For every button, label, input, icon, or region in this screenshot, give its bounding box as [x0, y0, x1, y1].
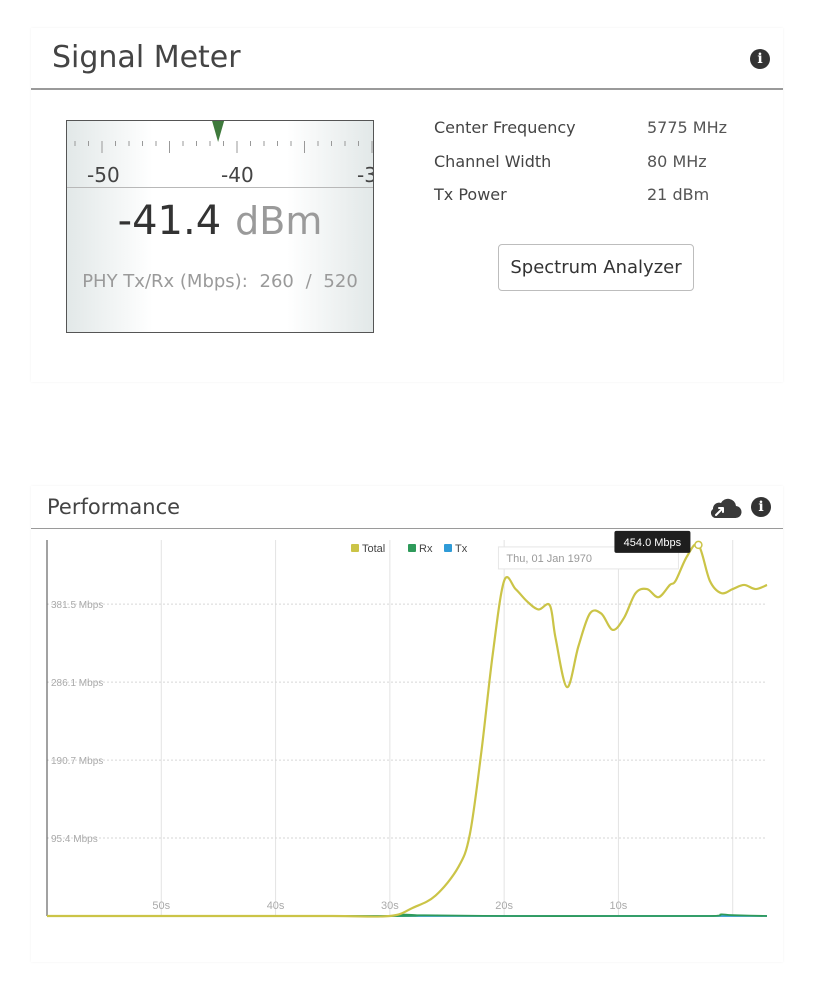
- x-tick-label: 40s: [267, 900, 285, 912]
- channel-width-value: 80 MHz: [647, 152, 707, 171]
- phy-separator: /: [305, 271, 312, 292]
- phy-rate-label: PHY Tx/Rx (Mbps):: [82, 271, 248, 292]
- legend-label[interactable]: Rx: [419, 543, 433, 555]
- center-frequency-value: 5775 MHz: [647, 118, 728, 137]
- info-icon[interactable]: i: [750, 49, 770, 69]
- hover-point: [694, 540, 703, 550]
- x-tick-label: 30s: [381, 900, 399, 912]
- legend-swatch: [351, 544, 359, 552]
- signal-value-unit: dBm: [235, 199, 323, 243]
- y-tick-label: 381.5 Mbps: [51, 600, 103, 611]
- performance-header: Performance i: [31, 486, 783, 529]
- x-tick-label: 10s: [610, 900, 628, 912]
- performance-chart[interactable]: 50s 40s 30s 20s 10s 95.4 Mbps 190.7 Mbps 286.1 …: [31, 530, 783, 950]
- legend-label[interactable]: Tx: [455, 543, 468, 555]
- meter-scale-ticks: [74, 121, 373, 153]
- y-tick-label: 286.1 Mbps: [51, 678, 103, 689]
- signal-value: -41.4 dBm: [67, 198, 373, 244]
- scale-label: -3: [357, 163, 373, 187]
- legend-swatch: [408, 544, 416, 552]
- scale-label: -40: [221, 163, 254, 187]
- legend-label[interactable]: Total: [362, 543, 385, 555]
- phy-tx-rate: 260: [259, 271, 294, 292]
- signal-value-number: -41.4: [117, 198, 222, 244]
- meter-needle: [212, 121, 225, 142]
- tx-power-label: Tx Power: [434, 185, 507, 204]
- center-frequency-label: Center Frequency: [434, 118, 576, 137]
- phy-rate: PHY Tx/Rx (Mbps): 260 / 520: [67, 271, 373, 292]
- info-icon[interactable]: i: [751, 497, 771, 517]
- tooltip-value: 454.0 Mbps: [624, 537, 682, 549]
- scale-label: -50: [87, 163, 120, 187]
- panel-title: Performance: [47, 495, 181, 519]
- y-tick-label: 95.4 Mbps: [51, 834, 98, 845]
- y-tick-label: 190.7 Mbps: [51, 756, 103, 767]
- spectrum-analyzer-button[interactable]: Spectrum Analyzer: [498, 244, 694, 291]
- signal-meter-header: Signal Meter i: [31, 28, 783, 90]
- signal-meter-panel: Signal Meter i -50 -40 -3 -41.4 dBm PHY T…: [31, 28, 783, 382]
- tooltip-date: Thu, 01 Jan 1970: [506, 553, 592, 565]
- x-tick-label: 50s: [152, 900, 170, 912]
- meter-scale: -50 -40 -3: [67, 121, 373, 188]
- x-tick-label: 20s: [495, 900, 513, 912]
- tx-power-value: 21 dBm: [647, 185, 710, 204]
- performance-panel: Performance i 50s 40s 30s 20s 10s 95.4 Mbps 19…: [31, 486, 783, 962]
- tooltip-value-box: [614, 530, 691, 553]
- series-line-total[interactable]: [47, 542, 768, 918]
- cloud-export-icon[interactable]: [708, 496, 742, 520]
- channel-width-label: Channel Width: [434, 152, 552, 171]
- legend-swatch: [444, 544, 452, 552]
- phy-rx-rate: 520: [323, 271, 358, 292]
- panel-title: Signal Meter: [52, 40, 241, 75]
- signal-meter-gauge: -50 -40 -3 -41.4 dBm PHY Tx/Rx (Mbps): 26…: [66, 120, 374, 333]
